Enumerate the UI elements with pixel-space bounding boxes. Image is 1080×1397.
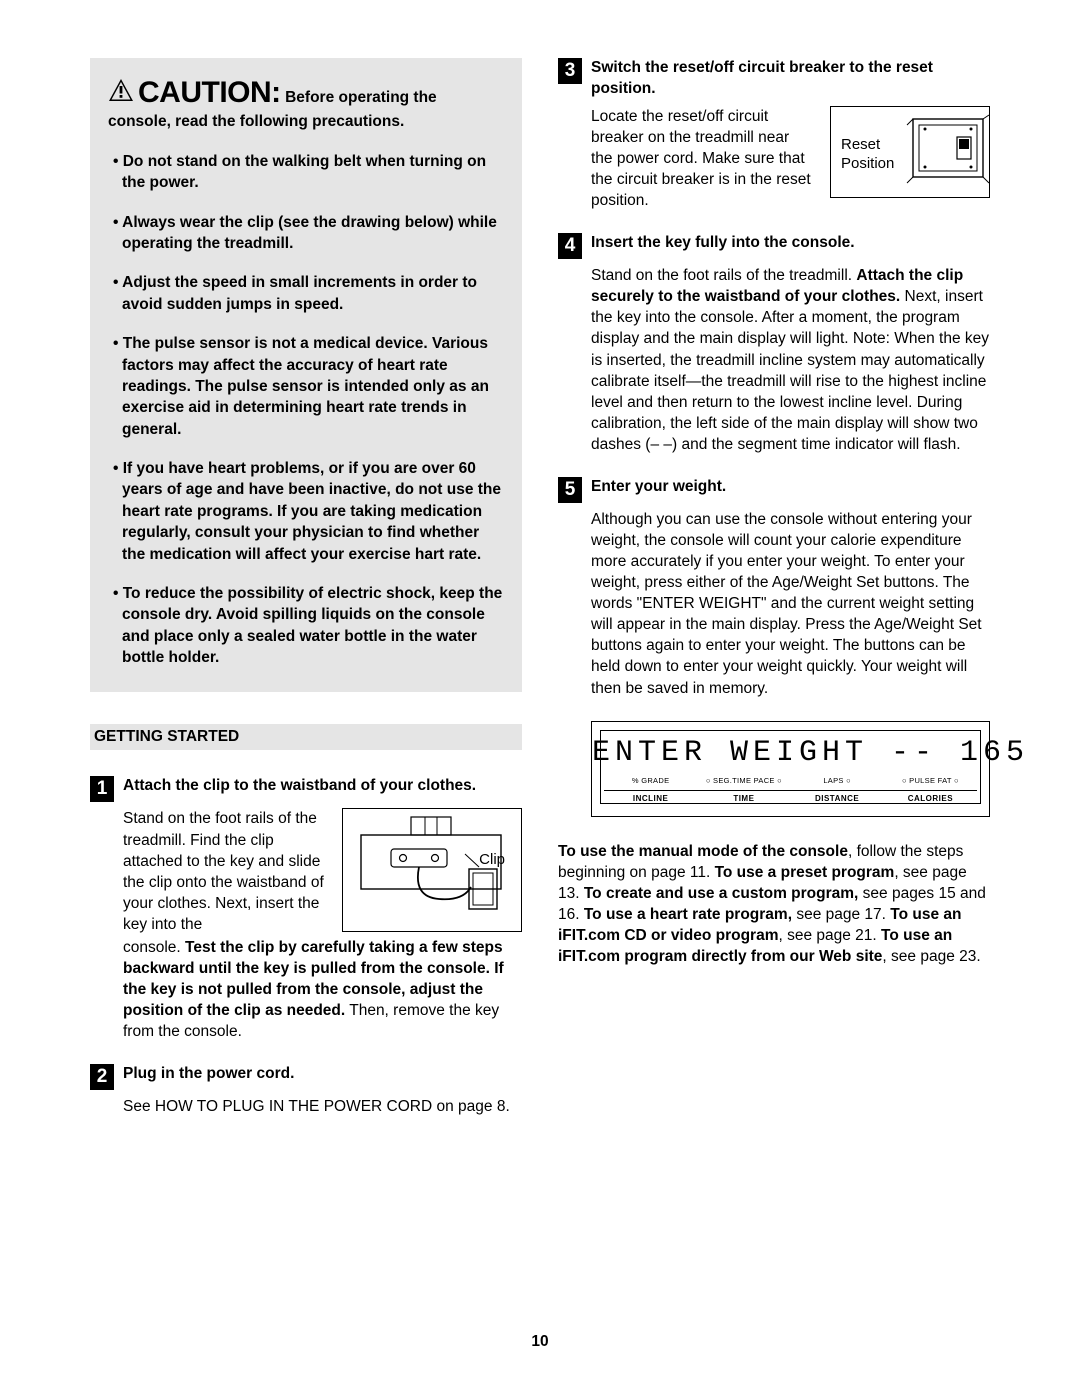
small-label: LAPS ○ [791,776,884,785]
reset-label-1: Reset [841,136,880,153]
bullet: Always wear the clip (see the drawing be… [108,212,504,255]
caution-header: CAUTION: Before operating the [108,76,504,110]
display-label-row: INCLINE TIME DISTANCE CALORIES [604,790,977,803]
text: console. [123,939,185,956]
step-1-body-row: Stand on the foot rails of the treadmill… [123,808,522,934]
caution-word: CAUTION: [138,76,281,110]
text: Next, insert the key into the console. A… [591,288,989,453]
step-title: Plug in the power cord. [123,1064,522,1085]
disp-label: CALORIES [884,794,977,803]
caution-box: CAUTION: Before operating the console, r… [90,58,522,692]
step-2-header: 2 Plug in the power cord. [90,1064,522,1090]
caution-bullets: Do not stand on the walking belt when tu… [108,151,504,669]
footer-paragraph: To use the manual mode of the console, f… [558,841,990,967]
step-1-text-a: Stand on the foot rails of the treadmill… [123,808,328,934]
bullet: If you have heart problems, or if you ar… [108,458,504,565]
step-title: Insert the key fully into the console. [591,233,990,254]
step-3-body-row: Locate the reset/off circuit breaker on … [591,106,990,211]
step-title: Attach the clip to the waistband of your… [123,776,522,797]
disp-label: DISTANCE [791,794,884,803]
step-5-header: 5 Enter your weight. [558,477,990,503]
bullet: Do not stand on the walking belt when tu… [108,151,504,194]
step-4-body: Stand on the foot rails of the treadmill… [591,265,990,455]
right-column: 3 Switch the reset/off circuit breaker t… [558,58,990,1139]
step-1-header: 1 Attach the clip to the waistband of yo… [90,776,522,802]
step-number: 5 [558,477,582,503]
step-3-text: Locate the reset/off circuit breaker on … [591,106,814,211]
step-title: Enter your weight. [591,477,990,498]
text: see page 17. [792,906,890,923]
reset-diagram: Reset Position [830,106,990,198]
step-title: Switch the reset/off circuit breaker to … [591,58,990,100]
step-number: 3 [558,58,582,84]
text-bold: To use a preset program [715,864,895,881]
step-4-header: 4 Insert the key fully into the console. [558,233,990,259]
reset-label: Reset Position [841,135,894,174]
text: , see page 23. [882,948,980,965]
step-5-body: Although you can use the console without… [591,509,990,699]
text-bold: To use a heart rate program, [584,906,792,923]
page-number: 10 [0,1333,1080,1351]
bullet: To reduce the possibility of electric sh… [108,583,504,669]
small-label: % GRADE [604,776,697,785]
disp-label: INCLINE [604,794,697,803]
step-3-header: 3 Switch the reset/off circuit breaker t… [558,58,990,100]
display-small-row: % GRADE ○ SEG.TIME PACE ○ LAPS ○ ○ PULSE… [604,776,977,785]
clip-diagram: Clip [342,808,522,932]
step-1-text-b: console. Test the clip by carefully taki… [123,937,522,1042]
small-label: ○ SEG.TIME PACE ○ [697,776,790,785]
small-label: ○ PULSE FAT ○ [884,776,977,785]
step-number: 4 [558,233,582,259]
caution-follow: Before operating the [285,89,437,107]
step-number: 2 [90,1064,114,1090]
caution-sub: console, read the following precautions. [108,112,504,133]
section-label: GETTING STARTED [90,724,522,750]
step-number: 1 [90,776,114,802]
step-2-body: See HOW TO PLUG IN THE POWER CORD on pag… [123,1096,522,1117]
text: Stand on the foot rails of the treadmill… [591,267,856,284]
text-bold: To use the manual mode of the console [558,843,848,860]
disp-label: TIME [697,794,790,803]
text-bold: To create and use a custom program, [584,885,858,902]
display-diagram: ENTER WEIGHT -- 165 % GRADE ○ SEG.TIME P… [591,721,990,817]
warning-triangle-icon [108,78,134,107]
clip-label: Clip [479,851,505,868]
text: , see page 21. [778,927,881,944]
bullet: Adjust the speed in small increments in … [108,272,504,315]
left-column: CAUTION: Before operating the console, r… [90,58,522,1139]
reset-label-2: Position [841,155,894,172]
bullet: The pulse sensor is not a medical device… [108,333,504,440]
page-columns: CAUTION: Before operating the console, r… [90,58,990,1139]
display-seg-text: ENTER WEIGHT -- 165 [592,736,989,770]
